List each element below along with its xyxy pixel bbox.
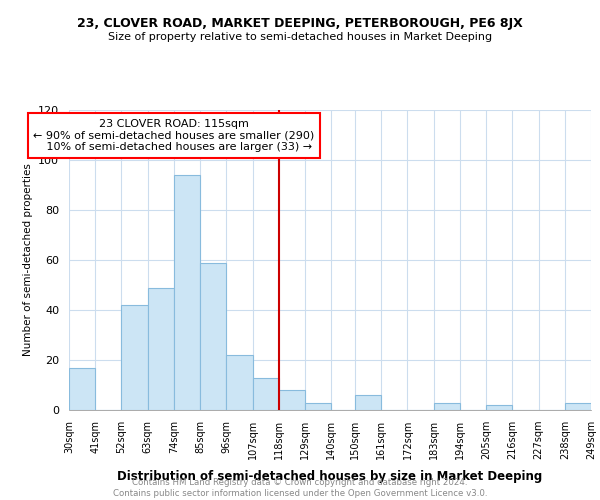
Bar xyxy=(486,405,512,410)
X-axis label: Distribution of semi-detached houses by size in Market Deeping: Distribution of semi-detached houses by … xyxy=(118,470,542,484)
Bar xyxy=(305,402,331,410)
Bar xyxy=(565,402,591,410)
Bar xyxy=(355,395,381,410)
Bar xyxy=(121,305,148,410)
Text: 23, CLOVER ROAD, MARKET DEEPING, PETERBOROUGH, PE6 8JX: 23, CLOVER ROAD, MARKET DEEPING, PETERBO… xyxy=(77,18,523,30)
Bar xyxy=(200,262,226,410)
Bar xyxy=(253,378,279,410)
Text: Contains HM Land Registry data © Crown copyright and database right 2024.
Contai: Contains HM Land Registry data © Crown c… xyxy=(113,478,487,498)
Bar xyxy=(226,355,253,410)
Bar xyxy=(148,288,174,410)
Bar xyxy=(174,175,200,410)
Text: Size of property relative to semi-detached houses in Market Deeping: Size of property relative to semi-detach… xyxy=(108,32,492,42)
Bar xyxy=(434,402,460,410)
Bar xyxy=(69,368,95,410)
Y-axis label: Number of semi-detached properties: Number of semi-detached properties xyxy=(23,164,32,356)
Text: 23 CLOVER ROAD: 115sqm
← 90% of semi-detached houses are smaller (290)
   10% of: 23 CLOVER ROAD: 115sqm ← 90% of semi-det… xyxy=(33,119,314,152)
Bar xyxy=(279,390,305,410)
